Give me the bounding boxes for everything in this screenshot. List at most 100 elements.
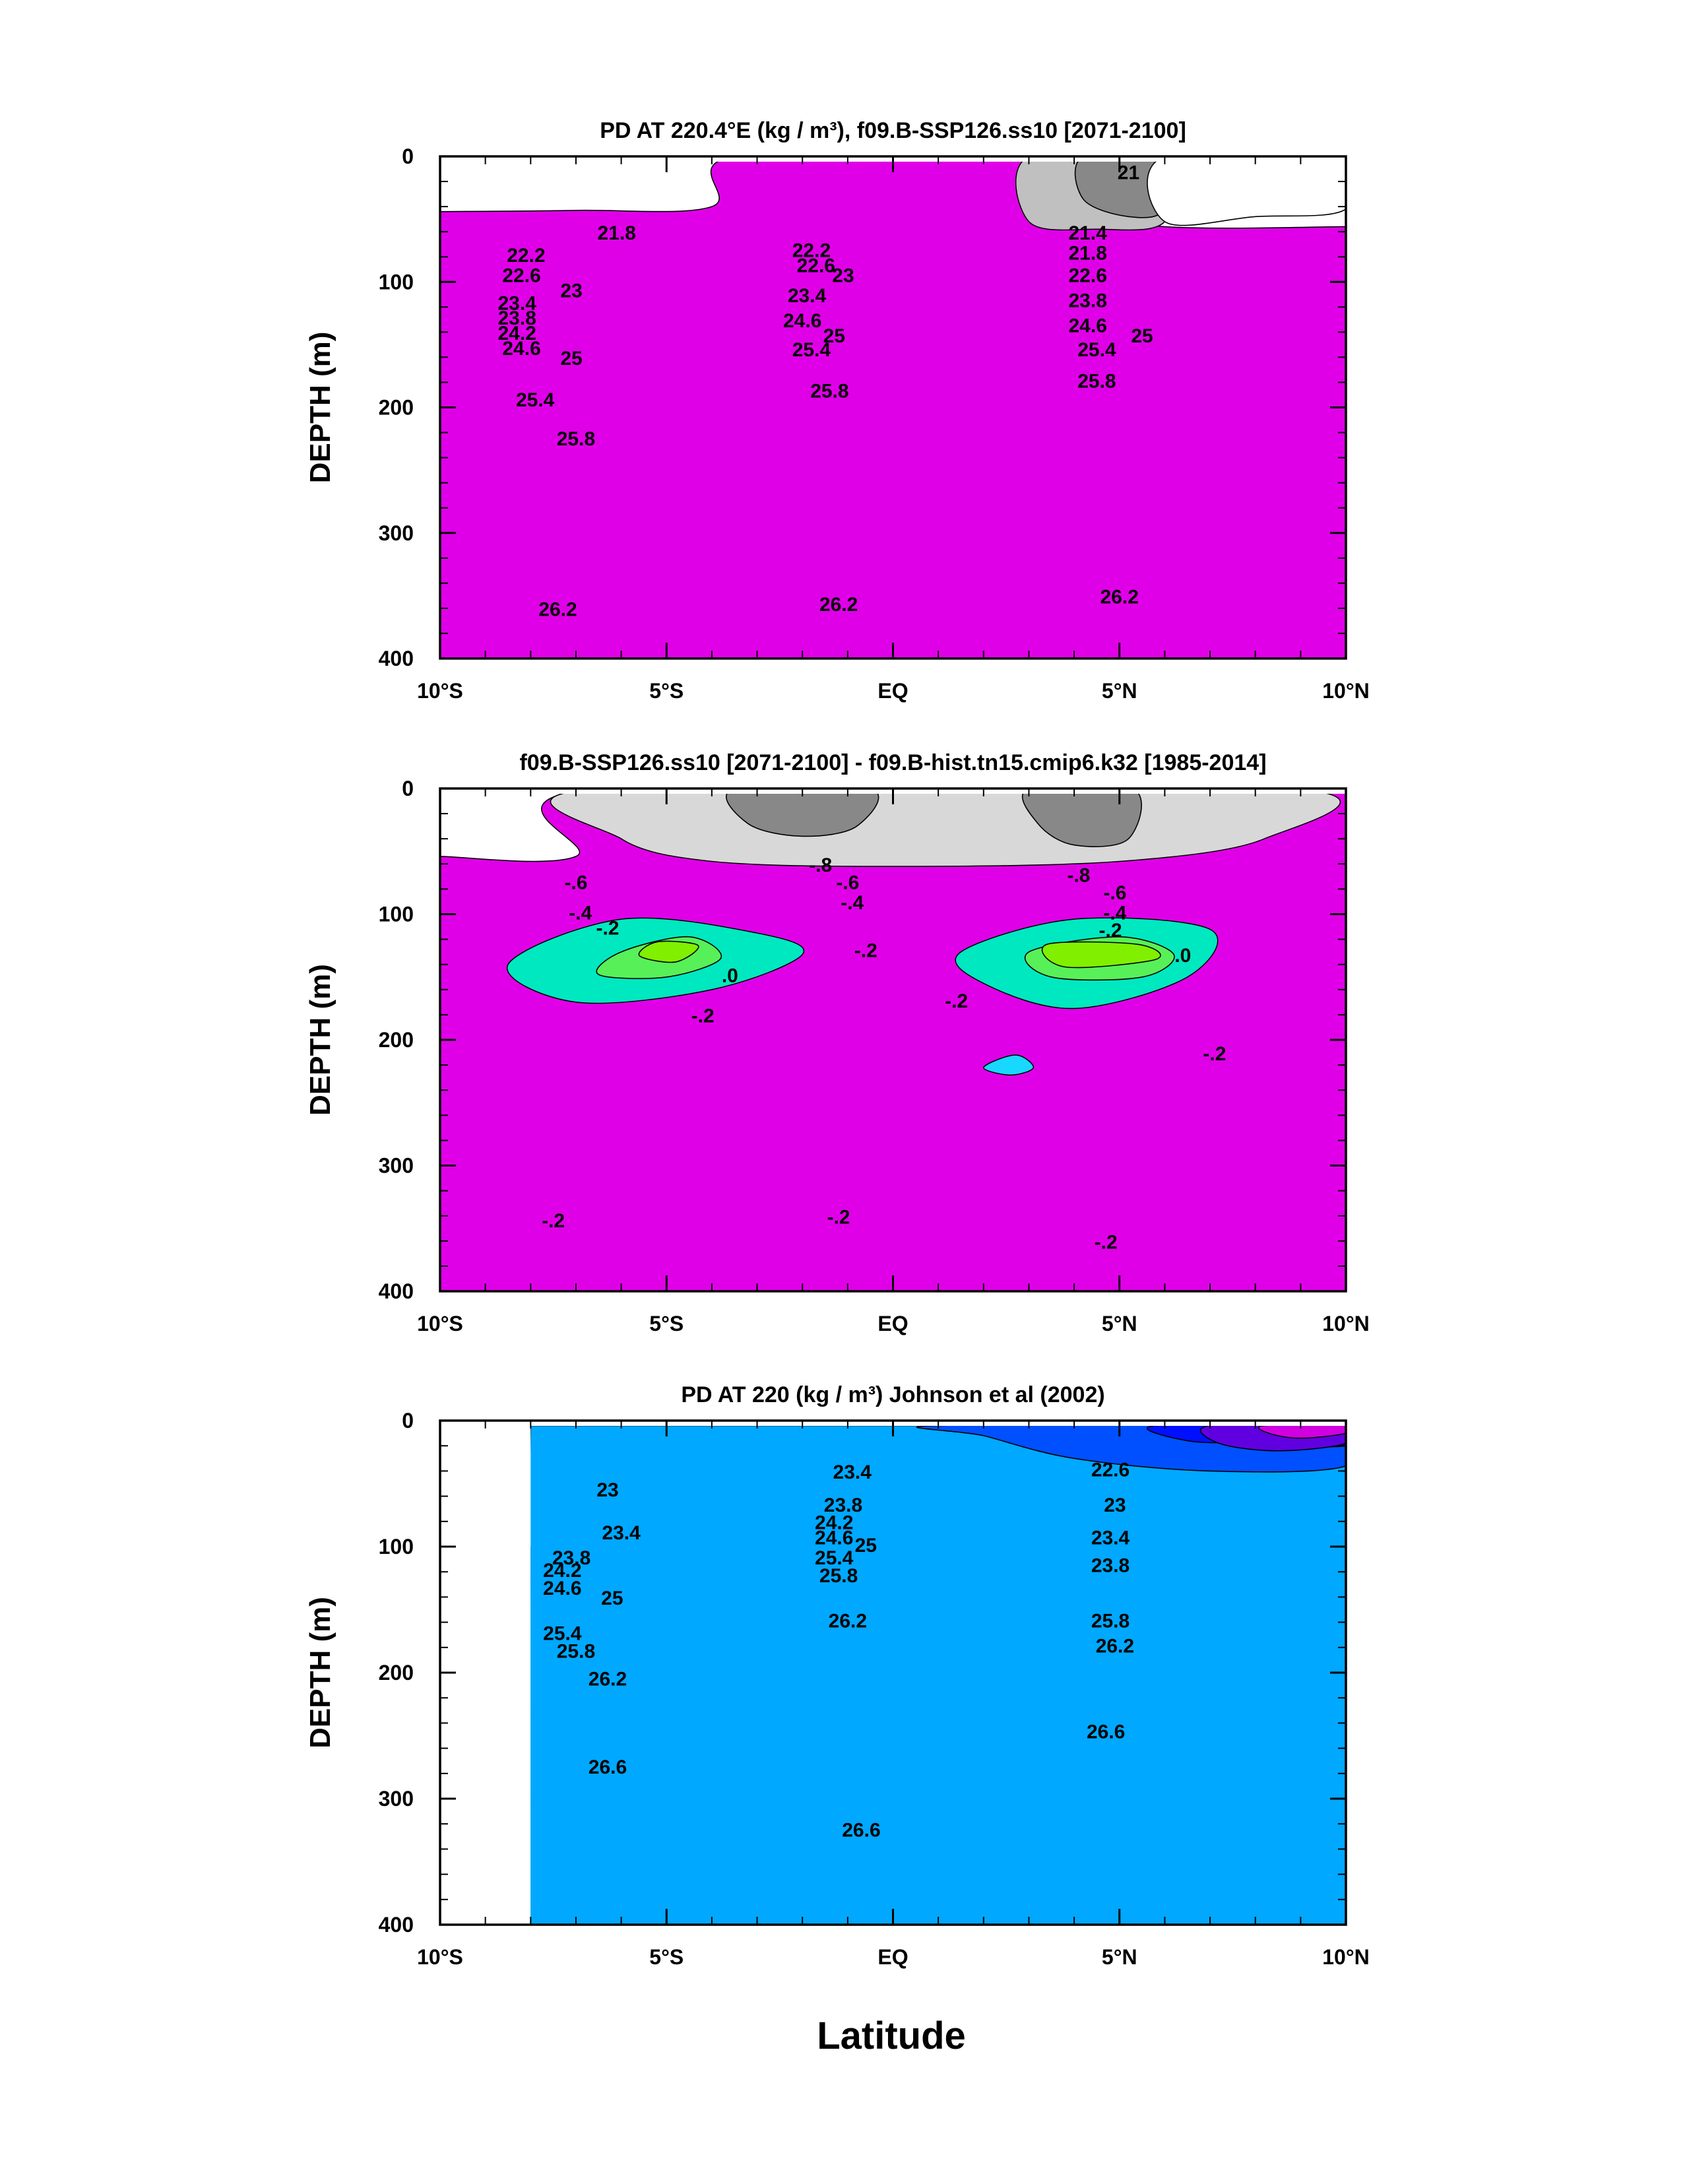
contour-label: 23.8: [1091, 1555, 1130, 1576]
contour-label: 23.4: [1091, 1527, 1130, 1549]
y-axis-label: DEPTH (m): [304, 332, 336, 484]
y-axis-label: DEPTH (m): [304, 964, 336, 1116]
contour-label: -.2: [945, 990, 968, 1012]
contour-label: 25.8: [1091, 1611, 1130, 1632]
contour-label: 26.6: [1087, 1721, 1125, 1743]
y-tick-label: 400: [379, 1913, 414, 1937]
contour-label: .0: [722, 965, 738, 987]
contour-label: 21.8: [1068, 242, 1106, 264]
y-axis-label: DEPTH (m): [304, 1597, 336, 1749]
contour-label: -.2: [691, 1006, 715, 1027]
contour-label: .0: [1174, 945, 1191, 967]
y-tick-label: 0: [402, 1409, 414, 1432]
contour-label: 26.2: [538, 599, 577, 621]
y-tick-label: 300: [379, 521, 414, 545]
x-tick-label: 10°S: [417, 1945, 463, 1969]
y-tick-label: 100: [379, 1535, 414, 1558]
x-tick-label: 5°S: [649, 1945, 684, 1969]
contour-label: 22.6: [797, 255, 835, 276]
contour-label: 25.8: [557, 1640, 595, 1662]
y-tick-label: 300: [379, 1787, 414, 1811]
y-tick-label: 100: [379, 270, 414, 294]
contour-label: 26.2: [829, 1611, 867, 1632]
x-tick-label: 10°N: [1322, 1312, 1370, 1335]
panel-title: PD AT 220.4°E (kg / m³), f09.B-SSP126.ss…: [600, 118, 1186, 143]
contour-label: 23: [596, 1479, 618, 1501]
contour-label: 22.6: [1091, 1459, 1130, 1481]
x-tick-label: 5°N: [1102, 1945, 1137, 1969]
contour-label: -.2: [827, 1206, 850, 1228]
panel-title: f09.B-SSP126.ss10 [2071-2100] - f09.B-hi…: [519, 750, 1266, 775]
contour-band: [427, 150, 1359, 672]
contour-label: 23.4: [788, 285, 827, 307]
x-tick-label: EQ: [877, 1945, 908, 1969]
contour-label: 23.8: [1068, 290, 1106, 312]
contour-label: -.8: [1067, 864, 1090, 886]
panel-2-contours: -.8-.6 -.6-.4 -.4-.2-.2.0-.2-.2-.8-.6-.4-.…: [427, 781, 1401, 1304]
contour-label: 25.4: [792, 339, 831, 361]
contour-label: -.6: [564, 872, 587, 894]
contour-label: -.4: [841, 892, 864, 914]
x-tick-label: 10°N: [1322, 1945, 1370, 1969]
contour-label: -.2: [854, 940, 877, 962]
x-axis-label: Latitude: [817, 2014, 966, 2057]
x-tick-label: EQ: [877, 679, 908, 703]
contour-label: 23: [832, 265, 854, 287]
contour-label: 23.4: [833, 1461, 872, 1483]
contour-label: -.2: [1095, 1232, 1118, 1254]
contour-label: 21.4: [1068, 222, 1107, 244]
contour-label: 24.6: [1068, 315, 1106, 337]
x-tick-label: 5°N: [1102, 679, 1137, 703]
y-tick-label: 100: [379, 903, 414, 926]
contour-label: 26.2: [1096, 1636, 1134, 1657]
y-tick-label: 400: [379, 1279, 414, 1303]
contour-label: 22.2: [507, 245, 545, 267]
y-tick-label: 400: [379, 647, 414, 670]
y-tick-label: 200: [379, 396, 414, 420]
contour-label: 24.6: [815, 1527, 853, 1549]
x-tick-label: 5°S: [649, 1312, 684, 1335]
panel-title: PD AT 220 (kg / m³) Johnson et al (2002): [681, 1382, 1104, 1407]
contour-label: 25: [560, 348, 582, 369]
x-tick-label: 10°N: [1322, 679, 1370, 703]
contour-label: 25: [855, 1535, 877, 1557]
contour-label: 21.8: [598, 222, 636, 244]
y-tick-label: 200: [379, 1661, 414, 1685]
contour-label: 25.8: [810, 381, 848, 402]
contour-label: 22.6: [502, 265, 540, 287]
contour-label: 25.4: [1077, 339, 1116, 361]
contour-label: -.4: [569, 902, 592, 924]
contour-label: 25.8: [819, 1565, 858, 1587]
contour-label: 24.6: [783, 310, 821, 332]
contour-label: 23: [560, 280, 582, 302]
contour-label: -.2: [1203, 1043, 1226, 1065]
contour-label: 24.6: [502, 338, 540, 360]
y-tick-label: 0: [402, 145, 414, 168]
contour-label: 26.2: [819, 594, 858, 616]
contour-label: 23: [1104, 1494, 1126, 1516]
y-tick-label: 0: [402, 777, 414, 800]
contour-label: 21: [1118, 162, 1139, 184]
contour-label: 25.8: [557, 428, 595, 450]
contour-label: 26.2: [589, 1668, 627, 1690]
x-tick-label: 5°S: [649, 679, 684, 703]
contour-band: [517, 1426, 1359, 1938]
x-tick-label: 5°N: [1102, 1312, 1137, 1335]
contour-label: 25: [1131, 325, 1153, 347]
contour-label: 23.4: [602, 1522, 641, 1544]
contour-label: 24.6: [543, 1578, 581, 1599]
figure: Latitude 2121.822.222.62323.423.824.224.…: [0, 0, 1689, 2184]
contour-label: -.2: [542, 1210, 565, 1232]
y-tick-label: 200: [379, 1028, 414, 1052]
contour-label: 25: [601, 1588, 623, 1609]
contour-label: 25.4: [516, 389, 555, 411]
contour-label: -.8: [809, 854, 832, 876]
contour-label: 26.6: [589, 1756, 627, 1778]
contour-label: -.6: [836, 872, 859, 894]
x-tick-label: 10°S: [417, 1312, 463, 1335]
contour-label: 22.6: [1068, 265, 1106, 287]
x-tick-label: EQ: [877, 1312, 908, 1335]
contour-label: 26.6: [842, 1820, 880, 1842]
y-tick-label: 300: [379, 1154, 414, 1178]
